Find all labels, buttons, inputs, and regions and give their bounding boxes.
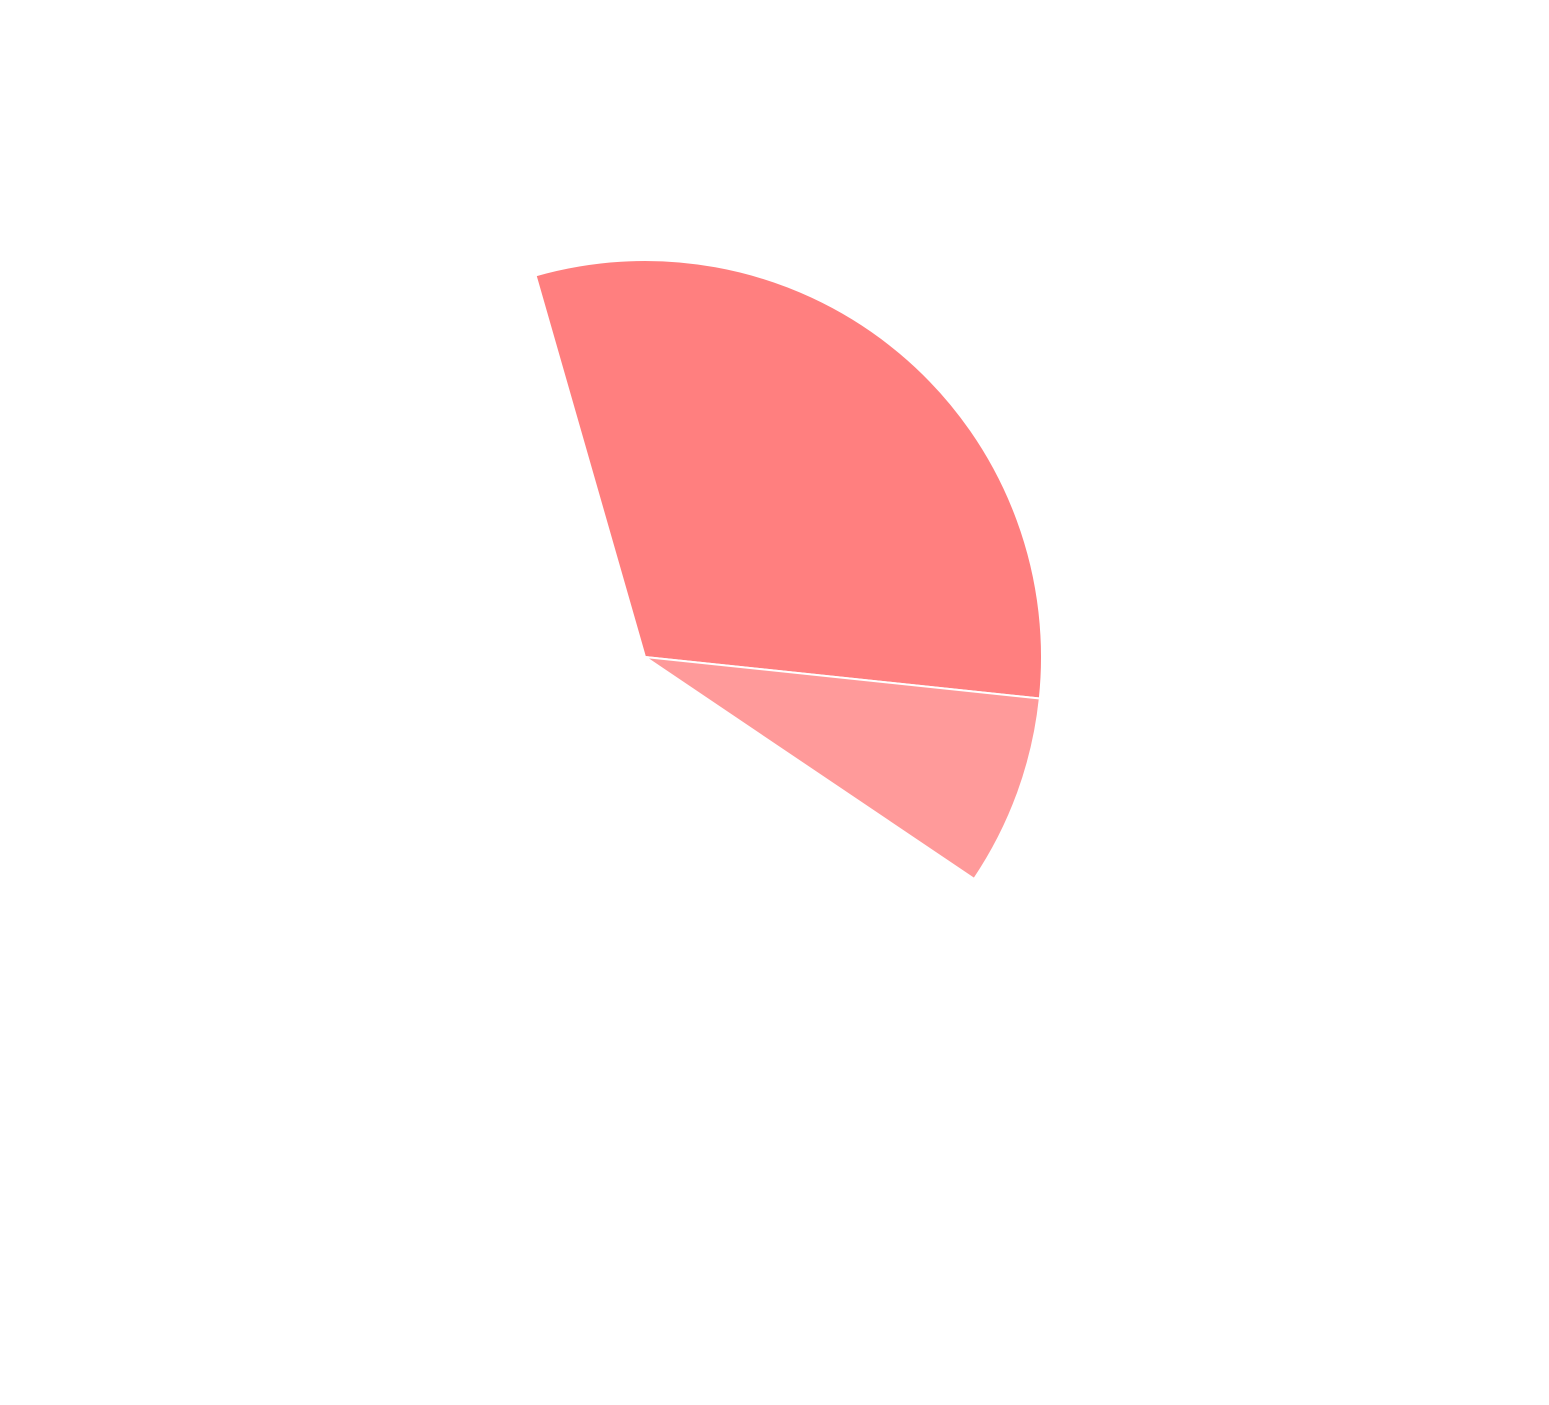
pie-slice-1: [534, 259, 1043, 700]
pie-slices: [534, 259, 1043, 881]
pie-slice-2: [644, 656, 1041, 881]
